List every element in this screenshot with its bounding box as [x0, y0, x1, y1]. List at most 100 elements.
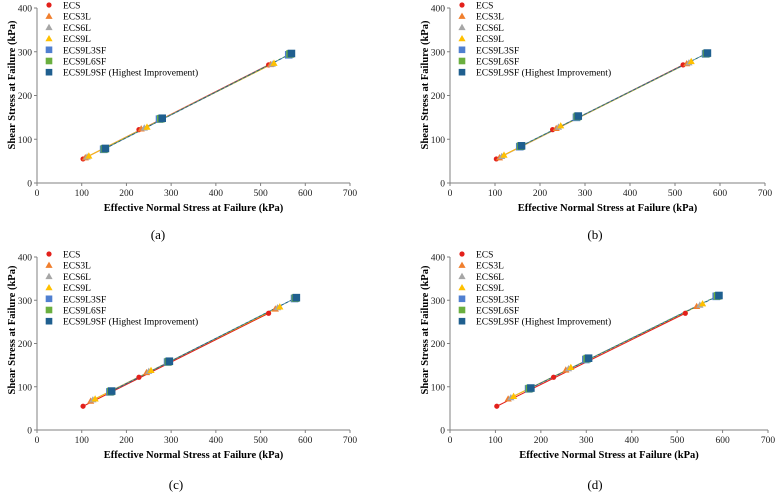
y-tick-label: 0 — [27, 180, 32, 190]
legend-marker — [45, 272, 53, 280]
data-point — [703, 49, 712, 57]
x-tick-label: 0 — [448, 189, 453, 199]
data-point — [517, 142, 526, 150]
data-point — [682, 310, 688, 316]
legend-marker — [45, 295, 53, 303]
legend-label: ECS9L6SF — [476, 58, 519, 68]
legend-marker — [458, 272, 466, 280]
x-tick-label: 200 — [119, 189, 134, 199]
x-tick-label: 100 — [488, 436, 503, 446]
x-tick-label: 500 — [253, 189, 268, 199]
x-tick-label: 700 — [758, 189, 773, 199]
data-point — [101, 144, 110, 153]
legend-label: ECS — [63, 251, 80, 261]
x-axis-title: Effective Normal Stress at Failure (kPa) — [518, 203, 698, 214]
legend-marker — [45, 306, 53, 314]
legend-marker — [458, 46, 466, 54]
legend-label: ECS9L6SF — [476, 307, 519, 317]
data-point — [292, 293, 301, 302]
legend-marker — [458, 284, 466, 291]
y-tick-label: 400 — [431, 5, 446, 15]
y-tick-label: 400 — [18, 5, 33, 15]
x-tick-label: 400 — [623, 189, 638, 199]
x-tick-label: 300 — [164, 189, 179, 199]
legend-label: ECS6L — [63, 273, 91, 283]
data-point — [91, 395, 99, 402]
data-point — [270, 59, 278, 66]
x-axis-title: Effective Normal Stress at Failure (kPa) — [104, 450, 284, 461]
legend-label: ECS — [476, 2, 493, 12]
y-tick-label: 100 — [431, 136, 446, 146]
chart-panel-1: 0 100 200 300 400 500 600 700 0 100 200 300 400 Effec… — [7, 2, 357, 243]
x-tick-label: 600 — [715, 436, 730, 446]
legend-marker — [458, 261, 466, 268]
legend-marker — [458, 317, 466, 325]
legend-marker — [45, 57, 53, 65]
data-point — [136, 374, 142, 380]
data-point — [584, 354, 593, 362]
data-point — [698, 300, 707, 307]
y-tick-label: 300 — [431, 297, 446, 307]
chart-panel-2: 0 100 200 300 400 500 600 700 0 100 200 300 400 Effec… — [420, 2, 772, 243]
y-tick-label: 200 — [18, 92, 33, 102]
x-axis-title: Effective Normal Stress at Failure (kPa) — [104, 203, 284, 214]
legend-label: ECS3L — [63, 13, 91, 23]
x-tick-label: 0 — [448, 436, 453, 446]
x-tick-label: 400 — [209, 189, 224, 199]
legend-label: ECS — [63, 2, 80, 12]
legend-label: ECS6L — [476, 24, 504, 34]
legend-label: ECS9L6SF — [63, 307, 106, 317]
chart-panel-3: 0 100 200 300 400 500 600 700 0 100 200 300 400 Effec… — [7, 251, 357, 493]
x-tick-label: 300 — [164, 436, 179, 446]
legend-marker — [45, 261, 53, 268]
x-tick-label: 700 — [343, 436, 358, 446]
y-axis-title: Shear Stress at Failure (kPa) — [7, 20, 18, 149]
legend-label: ECS9L9SF (Highest Improvement) — [476, 317, 611, 328]
x-tick-label: 600 — [298, 189, 313, 199]
x-tick-label: 200 — [534, 436, 549, 446]
data-point — [500, 151, 508, 158]
legend-label: ECS — [476, 251, 493, 261]
data-point — [80, 403, 86, 409]
y-axis-title: Shear Stress at Failure (kPa) — [420, 265, 431, 394]
legend-marker — [458, 57, 466, 65]
legend-marker — [45, 23, 53, 31]
data-point — [165, 357, 174, 366]
y-tick-label: 100 — [18, 136, 33, 146]
x-tick-label: 500 — [253, 436, 268, 446]
y-tick-label: 0 — [27, 427, 32, 437]
y-tick-label: 300 — [18, 297, 33, 307]
y-tick-label: 100 — [431, 383, 446, 393]
data-point — [715, 291, 723, 300]
y-tick-label: 400 — [18, 254, 33, 264]
legend-marker — [45, 46, 53, 54]
y-axis-title: Shear Stress at Failure (kPa) — [420, 20, 431, 149]
data-point — [85, 152, 93, 159]
legend-label: ECS9L9SF (Highest Improvement) — [63, 317, 198, 328]
legend-marker — [46, 2, 52, 8]
x-tick-label: 600 — [713, 189, 728, 199]
trend-line — [111, 297, 297, 392]
data-point — [557, 122, 565, 129]
data-point — [147, 366, 155, 374]
y-axis-title: Shear Stress at Failure (kPa) — [7, 265, 18, 394]
data-point — [266, 310, 272, 316]
legend-marker — [458, 35, 466, 42]
y-tick-label: 300 — [18, 48, 33, 58]
legend-label: ECS9L9SF (Highest Improvement) — [63, 68, 198, 79]
legend-marker — [46, 251, 52, 257]
x-tick-label: 300 — [578, 189, 593, 199]
data-point — [510, 392, 518, 399]
y-tick-label: 200 — [18, 340, 33, 350]
legend-label: ECS9L3SF — [63, 295, 106, 305]
panel-label: (b) — [587, 227, 602, 242]
y-tick-label: 0 — [440, 180, 445, 190]
data-point — [550, 374, 557, 380]
legend-label: ECS3L — [476, 262, 504, 272]
legend-label: ECS6L — [63, 24, 91, 34]
legend-marker — [458, 306, 466, 314]
legend-label: ECS9L3SF — [63, 46, 106, 56]
legend-label: ECS9L — [63, 35, 91, 45]
legend-marker — [45, 68, 53, 76]
y-tick-label: 100 — [18, 383, 33, 393]
